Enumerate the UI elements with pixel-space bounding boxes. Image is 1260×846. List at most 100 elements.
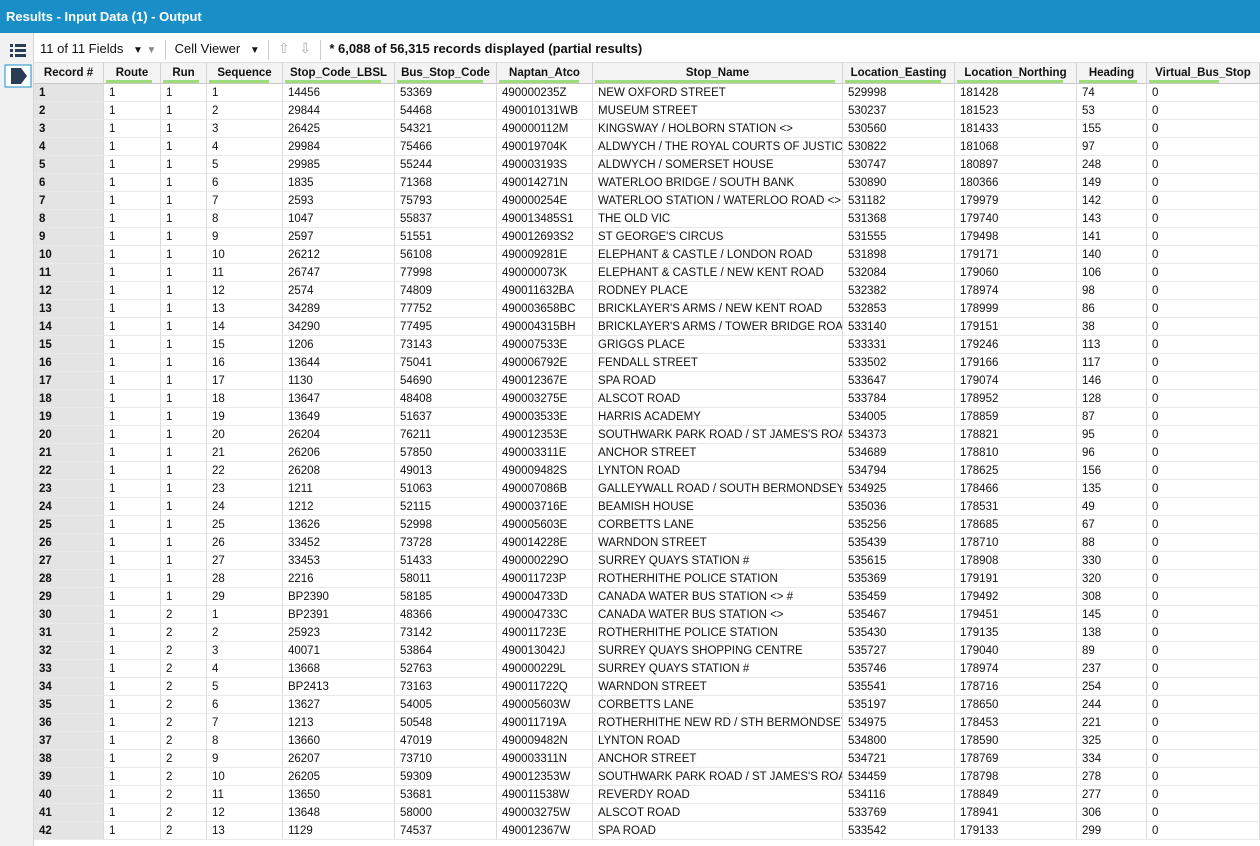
table-cell: 1 xyxy=(104,462,161,480)
table-cell: 50548 xyxy=(395,714,497,732)
table-cell: 143 xyxy=(1077,210,1147,228)
table-cell: 73142 xyxy=(395,624,497,642)
table-cell: 26212 xyxy=(283,246,395,264)
dropdown-arrow[interactable]: ▼ xyxy=(132,45,143,56)
table-cell: 181523 xyxy=(955,102,1077,120)
table-cell: 13 xyxy=(207,300,283,318)
column-header[interactable]: Bus_Stop_Code xyxy=(395,63,497,84)
table-cell: 0 xyxy=(1147,174,1260,192)
table-cell: 490003275W xyxy=(497,804,593,822)
table-cell: 534005 xyxy=(843,408,955,426)
table-cell: 0 xyxy=(1147,804,1260,822)
table-cell: 0 xyxy=(1147,228,1260,246)
table-cell: 1 xyxy=(104,372,161,390)
table-cell: 179135 xyxy=(955,624,1077,642)
table-cell: FENDALL STREET xyxy=(593,354,843,372)
profile-bar xyxy=(1149,80,1219,83)
table-cell: 1 xyxy=(161,228,207,246)
table-cell: 9 xyxy=(207,750,283,768)
table-cell: 490005603E xyxy=(497,516,593,534)
table-cell: 1211 xyxy=(283,480,395,498)
table-cell: 1 xyxy=(104,480,161,498)
list-icon[interactable] xyxy=(10,44,26,57)
table-cell: 1212 xyxy=(283,498,395,516)
down-button[interactable]: ⇩ xyxy=(299,40,312,56)
separator xyxy=(319,39,321,60)
table-cell: 1 xyxy=(161,480,207,498)
table-cell: 1 xyxy=(104,444,161,462)
table-cell: 490000073K xyxy=(497,264,593,282)
table-cell: 179171 xyxy=(955,246,1077,264)
record-number: 26 xyxy=(34,534,104,552)
column-header[interactable]: Run xyxy=(161,63,207,84)
column-header[interactable]: Sequence xyxy=(207,63,283,84)
table-cell: 180897 xyxy=(955,156,1077,174)
table-cell: 490005603W xyxy=(497,696,593,714)
table-cell: 57850 xyxy=(395,444,497,462)
table-cell: 178810 xyxy=(955,444,1077,462)
viewer-dropdown[interactable]: Cell Viewer xyxy=(174,41,241,56)
table-cell: 1 xyxy=(104,282,161,300)
table-cell: 14 xyxy=(207,318,283,336)
up-button[interactable]: ⇧ xyxy=(277,40,290,56)
table-cell: WARNDON STREET xyxy=(593,678,843,696)
record-number: 4 xyxy=(34,138,104,156)
table-cell: 12 xyxy=(207,282,283,300)
table-cell: 1 xyxy=(104,498,161,516)
table-cell: 178453 xyxy=(955,714,1077,732)
table-cell: SURREY QUAYS STATION # xyxy=(593,660,843,678)
column-header[interactable]: Heading xyxy=(1077,63,1147,84)
table-cell: 0 xyxy=(1147,588,1260,606)
table-cell: 2597 xyxy=(283,228,395,246)
column-header[interactable]: Location_Easting xyxy=(843,63,955,84)
column-header[interactable]: Stop_Code_LBSL xyxy=(283,63,395,84)
record-number: 11 xyxy=(34,264,104,282)
column-header[interactable]: Route xyxy=(104,63,161,84)
table-cell: 1 xyxy=(104,804,161,822)
table-cell: 13660 xyxy=(283,732,395,750)
table-cell: 1 xyxy=(104,210,161,228)
table-cell: 1 xyxy=(104,534,161,552)
table-cell: 535197 xyxy=(843,696,955,714)
record-number: 15 xyxy=(34,336,104,354)
table-cell: 73143 xyxy=(395,336,497,354)
table-cell: 13648 xyxy=(283,804,395,822)
table-cell: 74809 xyxy=(395,282,497,300)
table-cell: 490011538W xyxy=(497,786,593,804)
table-cell: 1 xyxy=(161,246,207,264)
table-cell: 1 xyxy=(161,174,207,192)
table-cell: 113 xyxy=(1077,336,1147,354)
table-cell: 149 xyxy=(1077,174,1147,192)
table-cell: 73163 xyxy=(395,678,497,696)
dropdown-arrow[interactable]: ▼ xyxy=(249,45,260,56)
column-header[interactable]: Location_Northing xyxy=(955,63,1077,84)
column-header[interactable]: Virtual_Bus_Stop xyxy=(1147,63,1260,84)
table-cell: 0 xyxy=(1147,156,1260,174)
table-cell: 530237 xyxy=(843,102,955,120)
table-cell: 18 xyxy=(207,390,283,408)
table-cell: 179246 xyxy=(955,336,1077,354)
table-cell: 19 xyxy=(207,408,283,426)
table-cell: 0 xyxy=(1147,642,1260,660)
table-cell: 0 xyxy=(1147,516,1260,534)
table-cell: 10 xyxy=(207,768,283,786)
table-cell: 1 xyxy=(207,606,283,624)
table-cell: ROTHERHITHE NEW RD / STH BERMONDSEY ST..… xyxy=(593,714,843,732)
table-cell: 1 xyxy=(161,84,207,102)
table-cell: 534800 xyxy=(843,732,955,750)
table-cell: 179451 xyxy=(955,606,1077,624)
table-cell: 179498 xyxy=(955,228,1077,246)
table-cell: 1206 xyxy=(283,336,395,354)
table-cell: HARRIS ACADEMY xyxy=(593,408,843,426)
column-header[interactable]: Stop_Name xyxy=(593,63,843,84)
record-number: 27 xyxy=(34,552,104,570)
fields-dropdown[interactable]: 11 of 11 Fields xyxy=(40,41,124,56)
table-cell: WATERLOO STATION / WATERLOO ROAD <> # xyxy=(593,192,843,210)
table-cell: LYNTON ROAD xyxy=(593,732,843,750)
table-cell: 490009482N xyxy=(497,732,593,750)
table-cell: 13626 xyxy=(283,516,395,534)
column-header[interactable]: Naptan_Atco xyxy=(497,63,593,84)
column-header[interactable]: Record # xyxy=(34,63,104,84)
record-number: 23 xyxy=(34,480,104,498)
table-cell: 490009482S xyxy=(497,462,593,480)
